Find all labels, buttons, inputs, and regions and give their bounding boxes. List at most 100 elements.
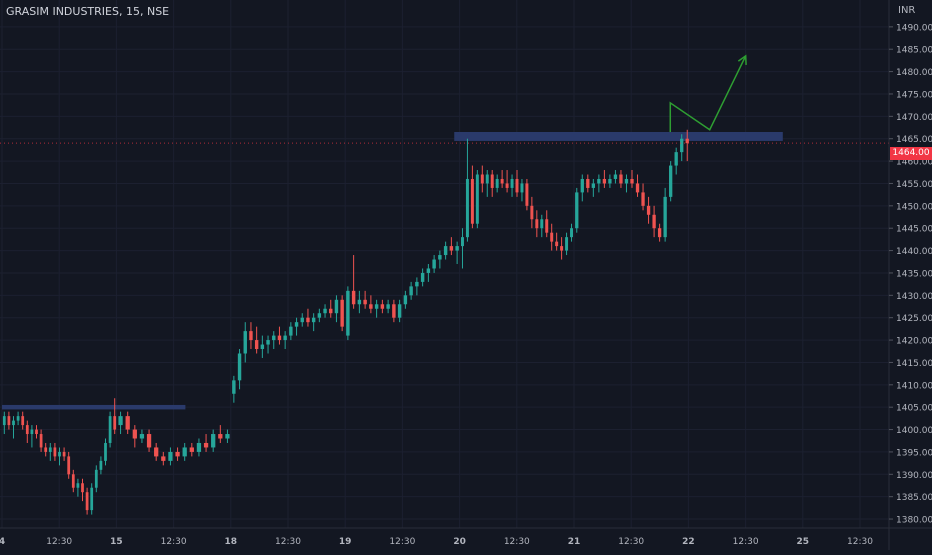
- candle-body: [635, 183, 640, 193]
- candle-body: [175, 451, 180, 457]
- candle-body: [674, 152, 678, 166]
- candle-body: [113, 416, 117, 430]
- candle-body: [218, 434, 223, 439]
- candle-body: [125, 416, 130, 430]
- time-tick-label: 12:30: [46, 537, 72, 547]
- candle-body: [570, 228, 574, 238]
- candle-body: [81, 483, 84, 493]
- price-tick-label: 1405.00: [896, 404, 932, 414]
- candle-body: [386, 304, 390, 309]
- time-tick-label: 18: [225, 537, 238, 547]
- candle-body: [329, 308, 333, 314]
- candle-body: [58, 451, 61, 457]
- candle-body: [323, 308, 327, 314]
- candle-body: [317, 313, 322, 318]
- time-tick-label: 12:30: [161, 537, 187, 547]
- candle-body: [485, 174, 489, 184]
- price-tick-label: 1480.00: [896, 68, 932, 78]
- candle-body: [30, 429, 34, 435]
- candle-body: [520, 183, 524, 193]
- candle-body: [530, 205, 534, 220]
- time-tick-label: 25: [797, 537, 810, 547]
- price-tick-label: 1475.00: [896, 90, 932, 100]
- last-price-badge: 1464.00: [890, 147, 932, 160]
- candle-body: [438, 255, 442, 260]
- candle-body: [602, 178, 607, 184]
- candle-body: [565, 237, 569, 251]
- candle-body: [597, 178, 601, 184]
- candle-body: [515, 178, 519, 193]
- candle-body: [580, 178, 584, 193]
- resistance-levels: [2, 132, 783, 410]
- candle-body: [591, 183, 595, 188]
- candle-body: [94, 469, 98, 488]
- candle-body: [575, 192, 579, 229]
- price-axis[interactable]: 1380.00 1385.00 1390.00 1395.00 1400.00 1405.…: [888, 0, 932, 550]
- candle-body: [277, 335, 282, 341]
- currency-label[interactable]: INR: [898, 5, 916, 16]
- candle-body: [443, 246, 448, 256]
- candle-body: [25, 425, 29, 435]
- candle-body: [189, 447, 194, 452]
- candle-body: [118, 416, 123, 426]
- time-tick-label: 12:30: [504, 537, 530, 547]
- price-tick-label: 1440.00: [896, 247, 932, 257]
- price-tick-label: 1425.00: [896, 314, 932, 324]
- candle-body: [48, 447, 52, 452]
- candle-body: [369, 304, 373, 309]
- candle-body: [525, 183, 529, 206]
- candle-body: [232, 380, 236, 394]
- time-tick-label: 12:30: [847, 537, 873, 547]
- price-tick-label: 1485.00: [896, 46, 932, 56]
- candle-body: [260, 344, 265, 350]
- candle-body: [340, 299, 344, 327]
- candle-body: [619, 174, 623, 184]
- candle-body: [39, 434, 43, 448]
- arrow-head-icon: [737, 54, 747, 65]
- candle-body: [289, 326, 293, 336]
- price-tick-label: 1490.00: [896, 23, 932, 33]
- candle-body: [505, 183, 509, 188]
- candle-body: [237, 353, 242, 381]
- candle-body: [132, 429, 137, 439]
- candle-body: [560, 246, 564, 251]
- grid-lines: [0, 0, 889, 528]
- candle-body: [351, 290, 356, 305]
- candle-body: [550, 232, 554, 242]
- time-tick-label: 12:30: [275, 537, 301, 547]
- candle-body: [624, 178, 629, 184]
- time-tick-label: 4: [0, 537, 5, 547]
- candle-body: [657, 228, 662, 238]
- candle-body: [272, 335, 276, 341]
- candle-body: [500, 178, 504, 184]
- candle-body: [409, 286, 413, 296]
- candle-body: [2, 416, 6, 426]
- time-axis[interactable]: 4 12:30 15 12:30 18 12:30 19 12:30 20 12:30 21 12:3…: [0, 527, 932, 547]
- candle-body: [475, 174, 479, 224]
- candle-body: [311, 317, 316, 323]
- price-tick-label: 1455.00: [896, 180, 932, 190]
- candle-body: [21, 416, 25, 426]
- candle-body: [35, 429, 38, 435]
- price-tick-label: 1395.00: [896, 448, 932, 458]
- price-tick-label: 1400.00: [896, 426, 932, 436]
- candle-body: [104, 442, 107, 461]
- candle-body: [196, 442, 202, 452]
- time-tick-label: 12:30: [389, 537, 415, 547]
- candle-body: [90, 487, 94, 511]
- candle-body: [266, 340, 270, 345]
- candle-body: [283, 335, 287, 341]
- candle-body: [99, 460, 103, 470]
- price-tick-label: 1450.00: [896, 202, 932, 212]
- projection-path: [669, 55, 747, 132]
- candle-body: [168, 451, 173, 461]
- candle-body: [540, 219, 544, 229]
- candle-body: [203, 442, 209, 448]
- candle-body: [397, 304, 402, 318]
- candle-body: [12, 420, 15, 426]
- time-tick-label: 12:30: [733, 537, 759, 547]
- time-tick-label: 21: [568, 537, 581, 547]
- resistance-band: [454, 132, 783, 141]
